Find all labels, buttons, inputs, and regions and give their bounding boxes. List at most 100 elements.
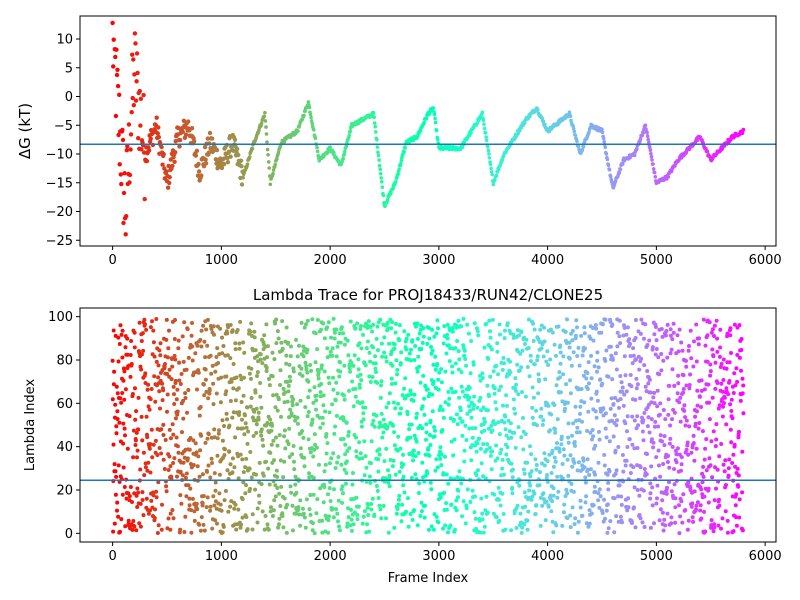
lambda-point <box>647 338 652 343</box>
lambda-point <box>220 418 225 423</box>
lambda-point <box>694 507 698 512</box>
lambda-point <box>249 376 253 381</box>
lambda-point <box>673 496 678 501</box>
lambda-point <box>543 377 548 382</box>
lambda-point <box>534 408 539 413</box>
lambda-point <box>312 432 317 437</box>
lambda-point <box>484 447 489 452</box>
lambda-point <box>721 357 726 362</box>
lambda-point <box>319 366 324 371</box>
lambda-point <box>226 509 231 514</box>
lambda-point <box>116 463 121 468</box>
lambda-point <box>328 499 333 503</box>
lambda-point <box>426 446 431 451</box>
lambda-point <box>603 426 608 431</box>
lambda-point <box>144 496 149 501</box>
lambda-point <box>551 493 556 498</box>
lambda-point <box>534 463 539 467</box>
lambda-point <box>636 329 641 334</box>
lambda-point <box>153 438 158 443</box>
lambda-point <box>432 334 437 339</box>
lambda-point <box>336 498 341 503</box>
lambda-point <box>634 357 639 362</box>
lambda-point <box>438 404 443 409</box>
lambda-point <box>313 442 318 447</box>
dg-point <box>377 163 382 168</box>
lambda-point <box>417 364 422 369</box>
lambda-point <box>321 500 326 505</box>
lambda-point <box>431 379 436 384</box>
lambda-point <box>668 333 673 338</box>
dg-point <box>604 152 609 156</box>
lambda-point <box>270 374 275 379</box>
lambda-point <box>145 435 150 440</box>
lambda-point <box>467 404 472 409</box>
lambda-point <box>264 459 268 464</box>
lambda-point <box>428 418 433 423</box>
lambda-point <box>420 460 425 465</box>
lambda-point <box>575 325 579 330</box>
lambda-point <box>282 496 287 501</box>
dg-point <box>113 54 118 60</box>
lambda-point <box>324 451 329 456</box>
lambda-point <box>600 381 605 386</box>
lambda-point <box>705 359 710 364</box>
lambda-point <box>597 437 602 442</box>
dg-point <box>183 132 189 137</box>
lambda-point <box>220 438 225 443</box>
lambda-point <box>344 420 349 425</box>
lambda-point <box>356 367 361 372</box>
lambda-point <box>721 404 726 409</box>
lambda-point <box>189 333 194 338</box>
lambda-point <box>225 331 230 336</box>
lambda-point <box>592 364 597 369</box>
lambda-point <box>271 508 276 513</box>
lambda-point <box>430 409 435 414</box>
lambda-point <box>541 497 546 502</box>
lambda-point <box>705 333 710 338</box>
lambda-point <box>618 514 623 519</box>
lambda-point <box>397 323 402 328</box>
dg-point <box>193 153 198 158</box>
lambda-point <box>592 484 597 489</box>
lambda-point <box>591 338 596 343</box>
lambda-point <box>344 471 349 475</box>
lambda-point <box>435 362 440 366</box>
lambda-point <box>497 432 502 437</box>
lambda-point <box>565 317 569 322</box>
lambda-point <box>135 486 140 491</box>
lambda-point <box>273 321 278 326</box>
lambda-point <box>688 328 693 333</box>
lambda-point <box>638 516 643 521</box>
lambda-point <box>236 476 241 481</box>
lambda-point <box>578 498 583 503</box>
lambda-point <box>391 458 396 463</box>
lambda-point <box>510 485 515 490</box>
lambda-point <box>392 342 397 347</box>
lambda-point <box>302 515 307 520</box>
lambda-point <box>682 408 687 413</box>
lambda-point <box>314 398 319 403</box>
lambda-point <box>341 491 345 496</box>
lambda-point <box>692 458 697 463</box>
lambda-point <box>248 329 253 334</box>
lambda-point <box>719 526 723 531</box>
dg-point <box>302 113 306 118</box>
lambda-point <box>399 406 403 411</box>
lambda-point <box>221 344 226 348</box>
lambda-point <box>314 407 318 412</box>
dg-point <box>433 116 437 121</box>
lambda-point <box>426 527 431 532</box>
x-tick-label: 3000 <box>422 549 455 564</box>
lambda-point <box>459 370 464 375</box>
lambda-point <box>351 522 356 527</box>
lambda-point <box>515 362 520 367</box>
lambda-point <box>195 343 200 348</box>
lambda-point <box>469 415 474 420</box>
lambda-point <box>400 502 405 507</box>
lambda-point <box>406 332 411 337</box>
lambda-point <box>416 336 420 341</box>
lambda-point <box>180 334 185 339</box>
lambda-point <box>201 323 206 328</box>
lambda-point <box>585 428 589 433</box>
